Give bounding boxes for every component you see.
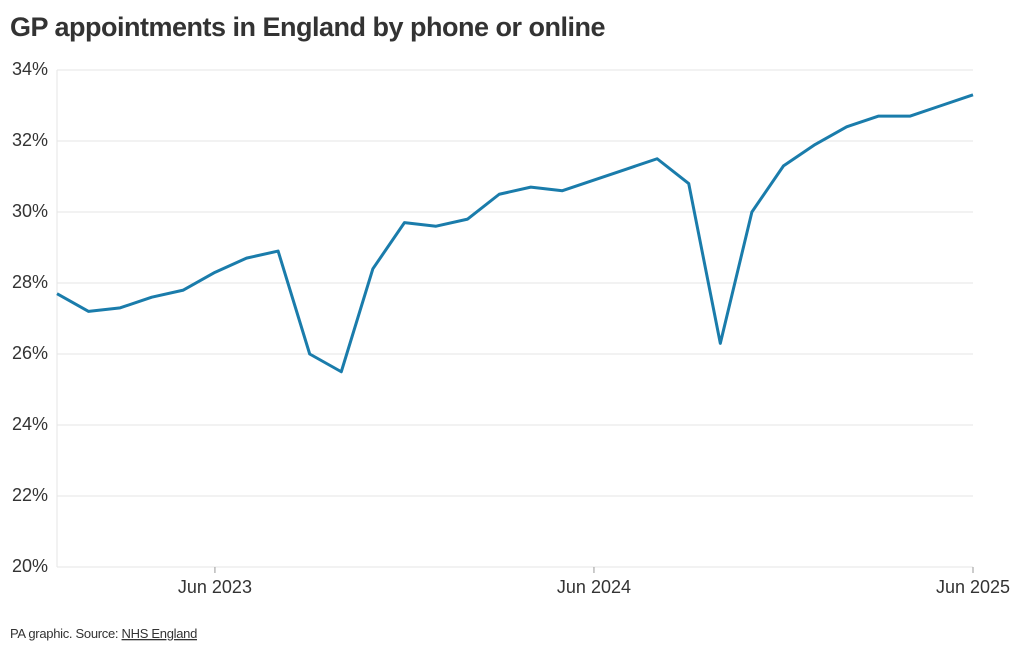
source-link[interactable]: NHS England bbox=[122, 626, 198, 641]
x-tick-label: Jun 2024 bbox=[557, 577, 631, 597]
y-tick-label: 32% bbox=[12, 130, 48, 150]
y-tick-label: 20% bbox=[12, 556, 48, 576]
y-tick-label: 28% bbox=[12, 272, 48, 292]
y-tick-label: 22% bbox=[12, 485, 48, 505]
y-tick-label: 26% bbox=[12, 343, 48, 363]
chart-title: GP appointments in England by phone or o… bbox=[10, 12, 606, 42]
y-tick-label: 30% bbox=[12, 201, 48, 221]
y-tick-label: 34% bbox=[12, 59, 48, 79]
source: PA graphic. Source: NHS England bbox=[10, 626, 197, 641]
source-text: PA graphic. Source: bbox=[10, 626, 118, 641]
line bbox=[56, 93, 974, 374]
x-tick-label: Jun 2023 bbox=[178, 577, 252, 597]
y-tick-label: 24% bbox=[12, 414, 48, 434]
x-tick-label: Jun 2025 bbox=[936, 577, 1010, 597]
